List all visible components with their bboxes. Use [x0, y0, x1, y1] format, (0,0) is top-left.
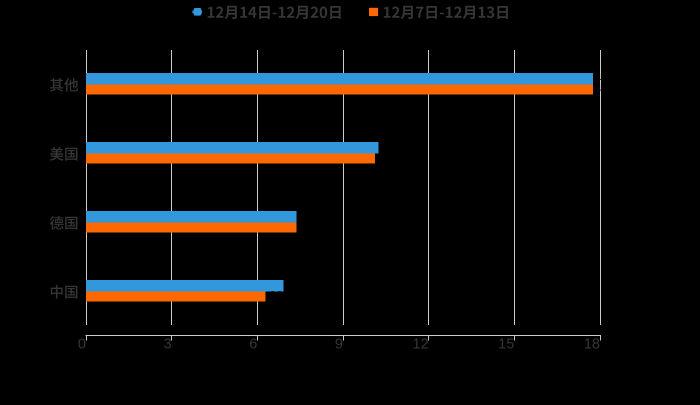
svg-text:10.2: 10.2	[383, 141, 401, 151]
svg-text:3: 3	[164, 337, 172, 353]
svg-text:17.8: 17.8	[597, 72, 615, 82]
svg-text:12: 12	[413, 337, 429, 353]
svg-text:7.4: 7.4	[301, 221, 314, 231]
svg-text:9: 9	[335, 337, 343, 353]
svg-text:17.8: 17.8	[597, 83, 615, 93]
svg-text:7.4: 7.4	[301, 210, 314, 220]
svg-text:6.9: 6.9	[288, 279, 301, 289]
svg-text:10.1: 10.1	[379, 152, 397, 162]
svg-text:6.3: 6.3	[270, 290, 283, 300]
svg-text:6: 6	[249, 337, 257, 353]
svg-text:0: 0	[78, 337, 86, 353]
svg-text:18: 18	[584, 337, 600, 353]
svg-text:15: 15	[498, 337, 514, 353]
